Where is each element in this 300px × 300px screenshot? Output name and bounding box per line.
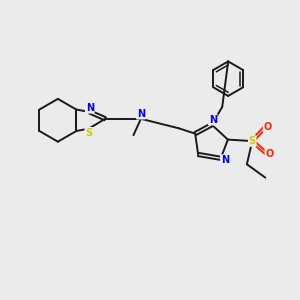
Text: O: O	[266, 149, 274, 159]
Text: N: N	[86, 103, 94, 113]
Text: N: N	[221, 155, 229, 165]
Text: S: S	[85, 128, 92, 138]
Text: N: N	[137, 109, 145, 119]
Text: S: S	[249, 136, 256, 146]
Text: N: N	[209, 115, 217, 125]
Text: O: O	[264, 122, 272, 132]
